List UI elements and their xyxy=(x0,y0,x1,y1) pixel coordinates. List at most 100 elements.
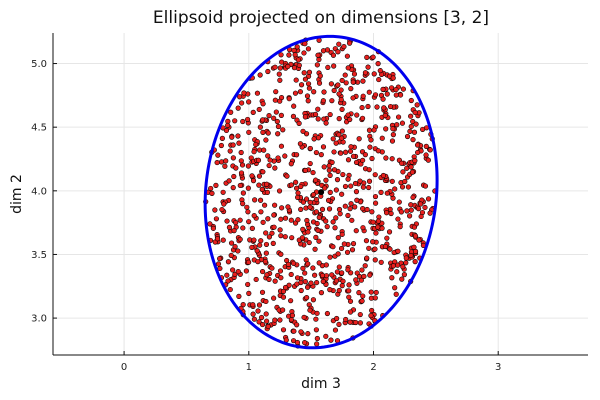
y-tick-label-4: 5.0 xyxy=(31,59,47,70)
sample-point xyxy=(316,260,322,266)
sample-point xyxy=(410,194,416,201)
sample-point xyxy=(353,277,359,283)
sample-point xyxy=(390,126,396,132)
sample-point xyxy=(319,272,326,279)
sample-point xyxy=(273,89,279,95)
sample-point xyxy=(298,206,304,213)
sample-point xyxy=(315,135,322,141)
sample-point xyxy=(294,281,300,287)
sample-point xyxy=(256,106,262,113)
sample-point xyxy=(362,70,369,76)
sample-point xyxy=(293,179,299,185)
sample-point xyxy=(412,259,418,265)
sample-point xyxy=(301,70,307,76)
sample-point xyxy=(320,48,327,54)
sample-point xyxy=(271,224,277,230)
sample-point xyxy=(299,235,305,241)
sample-point xyxy=(399,184,406,190)
sample-point xyxy=(394,122,400,128)
sample-point xyxy=(380,86,386,92)
sample-point xyxy=(314,220,320,227)
sample-point xyxy=(366,89,372,95)
sample-point xyxy=(259,321,266,328)
sample-point xyxy=(261,147,267,153)
sample-point xyxy=(235,133,241,139)
sample-point xyxy=(336,91,342,97)
sample-point xyxy=(383,126,389,132)
sample-point xyxy=(345,176,351,182)
sample-point xyxy=(387,246,393,252)
sample-point xyxy=(339,135,345,141)
sample-point xyxy=(403,260,409,266)
sample-point xyxy=(360,205,366,212)
sample-point xyxy=(307,307,313,313)
sample-point xyxy=(329,159,335,165)
sample-point xyxy=(369,307,375,314)
sample-point xyxy=(341,241,347,247)
sample-point xyxy=(324,224,330,230)
sample-point xyxy=(262,258,268,265)
sample-point xyxy=(339,283,345,289)
sample-point xyxy=(303,196,310,202)
sample-point xyxy=(356,290,362,296)
sample-point xyxy=(400,169,406,175)
sample-point xyxy=(231,173,237,180)
sample-point xyxy=(330,244,336,250)
sample-point xyxy=(277,227,283,233)
sample-point xyxy=(249,225,255,231)
sample-point xyxy=(227,286,233,293)
sample-point xyxy=(343,80,349,86)
sample-point xyxy=(412,233,419,239)
sample-point xyxy=(399,160,405,166)
sample-point xyxy=(335,251,341,257)
sample-point xyxy=(313,209,320,215)
sample-point xyxy=(336,41,342,47)
sample-point xyxy=(346,294,352,300)
sample-point xyxy=(313,316,319,322)
sample-point xyxy=(301,314,307,320)
sample-point xyxy=(332,327,339,333)
sample-point xyxy=(277,98,283,104)
sample-point xyxy=(389,275,395,281)
sample-point xyxy=(295,217,301,223)
sample-point xyxy=(314,341,320,347)
sample-point xyxy=(220,189,226,195)
sample-point xyxy=(360,225,366,231)
sample-point xyxy=(336,206,343,213)
sample-point xyxy=(393,92,399,98)
sample-point xyxy=(286,96,292,102)
sample-point xyxy=(352,180,359,187)
sample-point xyxy=(353,159,360,166)
sample-point xyxy=(271,295,277,301)
sample-point xyxy=(221,201,227,207)
sample-point xyxy=(314,62,320,68)
sample-point xyxy=(327,189,333,195)
sample-point xyxy=(266,234,273,240)
sample-point xyxy=(255,308,261,314)
sample-point xyxy=(280,307,286,313)
sample-point xyxy=(278,112,284,118)
sample-point xyxy=(284,173,290,179)
sample-point xyxy=(346,288,352,294)
sample-point xyxy=(305,261,311,267)
sample-point xyxy=(390,263,396,269)
sample-point xyxy=(300,128,306,134)
sample-point xyxy=(411,224,418,230)
sample-point xyxy=(274,118,280,125)
sample-point xyxy=(305,46,312,52)
sample-point xyxy=(327,172,333,178)
sample-point xyxy=(210,225,216,231)
sample-point xyxy=(336,116,342,122)
sample-point xyxy=(392,186,398,192)
sample-point xyxy=(347,148,354,154)
sample-point xyxy=(298,183,304,190)
sample-point xyxy=(226,224,233,230)
x-tick-label-2: 2 xyxy=(370,362,376,373)
x-tick-label-0: 0 xyxy=(121,362,127,373)
sample-point xyxy=(349,247,356,253)
sample-point xyxy=(225,122,231,128)
sample-point xyxy=(291,328,297,334)
sample-point xyxy=(384,235,390,241)
sample-point xyxy=(232,244,238,250)
sample-point xyxy=(260,117,266,123)
